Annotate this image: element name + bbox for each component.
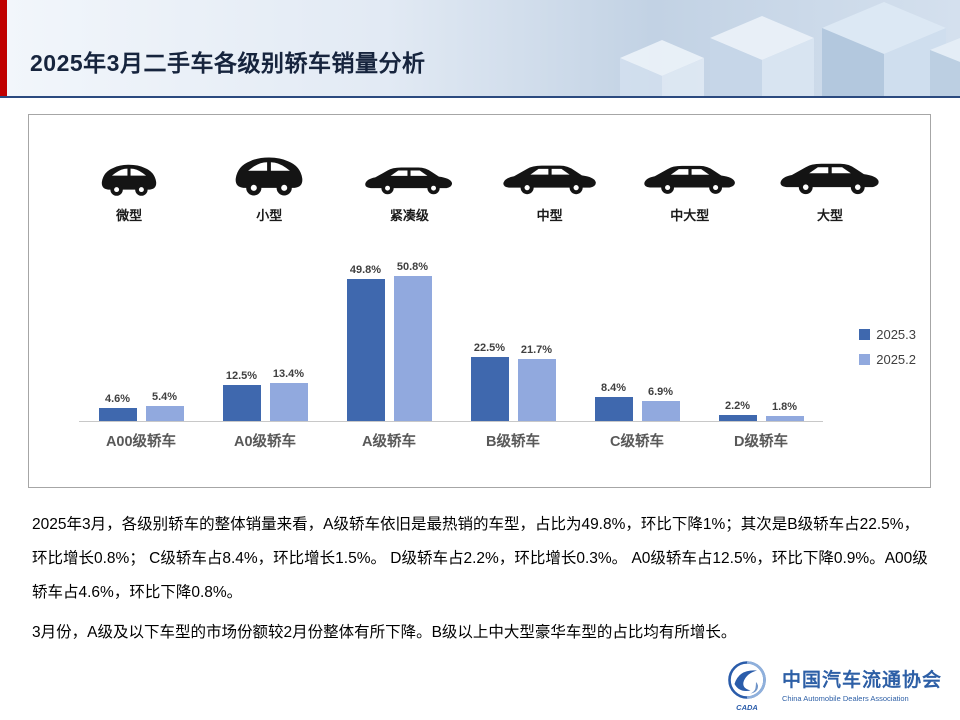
bar-column: 12.5% — [222, 370, 261, 421]
vehicle-type-label: 大型 — [816, 208, 843, 223]
vehicle-type-6: 大型 — [760, 139, 900, 224]
page-title: 2025年3月二手车各级别轿车销量分析 — [30, 50, 426, 76]
bar-column: 2.2% — [718, 399, 757, 421]
legend-item-2025.3: 2025.3 — [859, 327, 916, 342]
bar-group: 49.8% 50.8% — [327, 261, 451, 421]
analysis-paragraph-2: 3月份，A级及以下车型的市场份额较2月份整体有所下降。B级以上中大型豪华车型的占… — [32, 624, 737, 641]
header: 2025年3月二手车各级别轿车销量分析 — [0, 0, 960, 98]
car-icon — [363, 139, 455, 197]
category-label: A00级轿车 — [105, 434, 177, 450]
bar-2025.3 — [470, 356, 509, 421]
category-label: C级轿车 — [610, 434, 664, 450]
category-label: B级轿车 — [486, 434, 540, 450]
bar-value-label: 49.8% — [349, 264, 382, 277]
bar-column: 6.9% — [641, 386, 680, 421]
bar-value-label: 12.5% — [225, 370, 258, 383]
car-icon — [778, 139, 882, 197]
vehicle-type-label: 微型 — [116, 208, 143, 223]
red-accent-bar — [0, 0, 7, 96]
bar-chart-plot: 4.6% 5.4% 12.5% 13.4% 49.8% 50.8% 22.5% 21.7% 8.… — [79, 247, 823, 422]
vehicle-type-label: 中型 — [536, 208, 563, 223]
bar-value-label: 4.6% — [104, 392, 131, 405]
bar-2025.3 — [594, 397, 633, 421]
analysis-paragraph-1: 2025年3月，各级别轿车的整体销量来看，A级轿车依旧是最热销的车型，占比为49… — [32, 516, 928, 601]
bar-2025.2 — [765, 415, 804, 421]
car-icon — [642, 139, 738, 197]
bar-column: 5.4% — [145, 390, 184, 421]
bar-2025.2 — [145, 405, 184, 421]
cada-logo-icon: CADA — [728, 661, 766, 712]
bar-value-label: 50.8% — [396, 261, 429, 274]
bar-2025.2 — [517, 359, 556, 421]
category-label: D级轿车 — [734, 434, 788, 450]
bar-2025.2 — [393, 276, 432, 421]
chart-legend: 2025.3 2025.2 — [859, 327, 916, 367]
org-names: 中国汽车流通协会 China Automobile Dealers Associ… — [782, 665, 942, 703]
legend-swatch — [859, 354, 871, 365]
bar-value-label: 2.2% — [724, 399, 751, 412]
category-axis: A00级轿车 A0级轿车 A级轿车 B级轿车 C级轿车 D级轿车 — [79, 430, 823, 451]
legend-label: 2025.3 — [876, 327, 916, 342]
vehicle-type-2: 小型 — [199, 139, 339, 224]
bar-group: 12.5% 13.4% — [203, 368, 327, 421]
bar-value-label: 6.9% — [647, 386, 674, 399]
bar-column: 13.4% — [269, 367, 308, 421]
vehicle-type-5: 中大型 — [620, 139, 760, 224]
bar-value-label: 22.5% — [473, 341, 506, 354]
bar-value-label: 8.4% — [600, 382, 627, 395]
bar-group: 22.5% 21.7% — [451, 342, 575, 421]
bar-column: 49.8% — [346, 264, 385, 421]
legend-item-2025.2: 2025.2 — [859, 352, 916, 367]
vehicle-type-label: 紧凑级 — [389, 208, 429, 223]
bar-column: 8.4% — [594, 382, 633, 421]
vehicle-type-label: 中大型 — [670, 208, 710, 223]
car-icon — [501, 139, 599, 197]
bar-2025.3 — [718, 414, 757, 421]
bar-2025.2 — [641, 401, 680, 421]
bar-group: 2.2% 1.8% — [699, 400, 823, 421]
bar-2025.3 — [98, 407, 137, 421]
legend-swatch — [859, 329, 871, 340]
decorative-cubes — [620, 2, 960, 96]
bar-column: 1.8% — [765, 400, 804, 421]
bar-group: 8.4% 6.9% — [575, 382, 699, 421]
vehicle-type-3: 紧凑级 — [339, 139, 479, 224]
category-label: A0级轿车 — [233, 434, 297, 450]
chart-card: 微型 小型 紧凑级 中型 中大型 大型 4.6% 5.4% 12.5% 13.4% 49.8% 50… — [28, 114, 931, 488]
bar-value-label: 1.8% — [771, 400, 798, 413]
org-name-english: China Automobile Dealers Association — [781, 694, 909, 703]
bar-2025.2 — [269, 382, 308, 421]
bar-column: 50.8% — [393, 261, 432, 421]
bar-2025.3 — [346, 279, 385, 421]
bar-group: 4.6% 5.4% — [79, 391, 203, 421]
org-name-chinese: 中国汽车流通协会 — [781, 670, 942, 691]
bar-value-label: 21.7% — [520, 344, 553, 357]
bar-value-label: 13.4% — [272, 367, 305, 380]
logo-text: CADA — [736, 703, 758, 712]
bar-column: 21.7% — [517, 344, 556, 421]
analysis-text: 2025年3月，各级别轿车的整体销量来看，A级轿车依旧是最热销的车型，占比为49… — [32, 508, 930, 656]
vehicle-icon-row: 微型 小型 紧凑级 中型 中大型 大型 — [59, 139, 900, 224]
vehicle-type-1: 微型 — [59, 139, 199, 224]
vehicle-type-label: 小型 — [256, 208, 283, 223]
vehicle-type-4: 中型 — [480, 139, 620, 224]
bar-column: 4.6% — [98, 392, 137, 421]
footer: CADA 中国汽车流通协会 China Automobile Dealers A… — [720, 656, 942, 712]
bar-column: 22.5% — [470, 341, 509, 421]
category-label: A级轿车 — [362, 434, 416, 450]
car-icon — [98, 139, 160, 197]
car-icon — [231, 139, 307, 197]
bar-value-label: 5.4% — [151, 390, 178, 403]
bar-2025.3 — [222, 385, 261, 421]
legend-label: 2025.2 — [876, 352, 916, 367]
